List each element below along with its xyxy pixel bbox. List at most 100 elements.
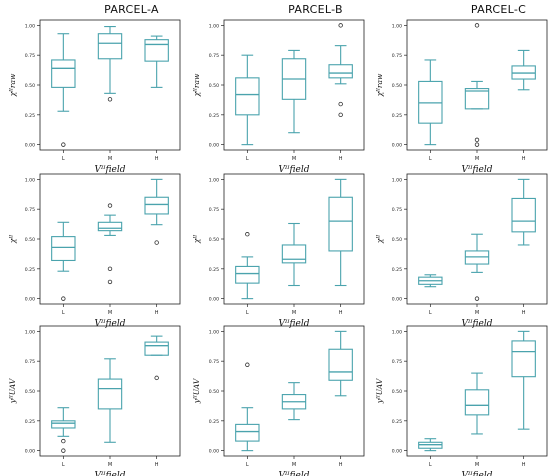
y-tick-label: 0.75	[392, 207, 402, 213]
x-tick-label: H	[522, 156, 526, 162]
x-tick-label: H	[155, 156, 159, 162]
y-tick-label: 0.00	[25, 449, 35, 455]
y-tick-label: 0.75	[25, 53, 35, 59]
x-tick-label: M	[108, 310, 112, 316]
y-tick-label: 0.50	[209, 237, 219, 243]
y-tick-label: 1.00	[392, 23, 402, 29]
x-tick-label: H	[522, 462, 526, 468]
box-iqr	[144, 196, 169, 215]
outlier-point	[107, 203, 113, 208]
x-tick-label: M	[292, 310, 296, 316]
y-axis-label: yᴵᴵUAV	[375, 377, 384, 404]
y-tick-label: 0.25	[209, 419, 219, 425]
plot-frame	[39, 173, 181, 305]
y-tick-label: 0.50	[25, 83, 35, 89]
y-tick-label: 1.00	[25, 329, 35, 335]
y-tick-label: 0.75	[209, 207, 219, 213]
box-iqr	[235, 265, 260, 284]
x-tick-label: H	[339, 462, 343, 468]
outlier-point	[107, 97, 113, 102]
outlier-point	[474, 137, 480, 143]
x-axis-label: Vᴵᴵfield	[279, 319, 310, 329]
y-tick-label: 0.25	[25, 113, 35, 119]
x-tick-label: L	[429, 310, 432, 316]
outlier-point	[154, 375, 159, 381]
y-tick-label: 0.75	[392, 359, 402, 365]
y-tick-label: 0.50	[392, 237, 402, 243]
x-tick-label: H	[339, 156, 343, 162]
y-tick-label: 0.25	[25, 419, 35, 425]
x-tick-label: H	[155, 310, 159, 316]
outlier-point	[61, 142, 66, 147]
x-tick-label: M	[108, 462, 112, 468]
box-iqr	[97, 221, 123, 232]
y-tick-label: 0.00	[392, 449, 402, 455]
box-iqr	[144, 341, 169, 356]
y-tick-label: 0.50	[25, 389, 35, 395]
plot-frame	[406, 325, 548, 457]
y-tick-label: 0.25	[392, 267, 402, 273]
x-tick-label: M	[475, 310, 479, 316]
box-iqr	[51, 236, 76, 262]
box-iqr	[97, 378, 123, 410]
y-tick-label: 0.00	[25, 143, 35, 149]
y-axis-label: χᴵᴵ	[375, 235, 384, 244]
outlier-point	[338, 112, 343, 118]
y-axis-label: χᴵᴵ	[192, 235, 201, 244]
x-tick-label: L	[62, 310, 65, 316]
y-tick-label: 0.75	[25, 207, 35, 213]
x-axis-label: Vᴵᴵfield	[95, 471, 126, 476]
y-tick-label: 0.25	[25, 267, 35, 273]
y-tick-label: 0.50	[209, 389, 219, 395]
outlier-point	[107, 266, 113, 272]
column-title-parcel-c: PARCEL-C	[470, 3, 527, 16]
outlier-point	[338, 23, 343, 28]
y-tick-label: 0.50	[392, 389, 402, 395]
x-axis-label: Vᴵᴵfield	[279, 471, 310, 476]
x-tick-label: L	[246, 462, 249, 468]
outlier-point	[474, 296, 480, 301]
outlier-point	[338, 101, 343, 107]
y-tick-label: 0.00	[209, 297, 219, 303]
y-tick-label: 1.00	[25, 23, 35, 29]
y-axis-label: yᴵᴵUAV	[8, 377, 17, 404]
column-title-parcel-b: PARCEL-B	[288, 3, 343, 16]
column-title-parcel-a: PARCEL-A	[104, 3, 159, 16]
outlier-point	[474, 142, 480, 147]
box-iqr	[328, 348, 353, 381]
x-tick-label: H	[522, 310, 526, 316]
outlier-point	[61, 296, 66, 301]
box-iqr	[281, 244, 307, 264]
x-tick-label: L	[246, 310, 249, 316]
outlier-point	[61, 448, 66, 453]
x-tick-label: M	[475, 156, 479, 162]
box-iqr	[235, 423, 260, 442]
y-tick-label: 1.00	[25, 177, 35, 183]
y-axis-label: χᴵᴵraw	[8, 73, 17, 97]
y-axis-label: χᴵᴵ	[8, 235, 17, 244]
y-tick-label: 1.00	[209, 23, 219, 29]
y-tick-label: 0.50	[209, 83, 219, 89]
x-axis-label: Vᴵᴵfield	[462, 165, 493, 175]
outlier-point	[245, 362, 250, 367]
y-tick-label: 1.00	[209, 329, 219, 335]
y-tick-label: 0.50	[392, 83, 402, 89]
box-iqr	[97, 33, 123, 60]
x-axis-label: Vᴵᴵfield	[462, 471, 493, 476]
y-tick-label: 0.00	[209, 143, 219, 149]
outlier-point	[245, 232, 250, 237]
x-tick-label: M	[292, 156, 296, 162]
outlier-point	[154, 240, 159, 245]
y-tick-label: 0.00	[392, 143, 402, 149]
box-iqr	[328, 196, 353, 252]
box-iqr	[328, 64, 353, 79]
x-axis-label: Vᴵᴵfield	[279, 165, 310, 175]
y-tick-label: 0.75	[209, 359, 219, 365]
y-tick-label: 0.75	[209, 53, 219, 59]
y-tick-label: 0.25	[209, 267, 219, 273]
y-axis-label: χᴵᴵraw	[375, 73, 384, 97]
outlier-point	[107, 279, 113, 285]
y-tick-label: 0.75	[392, 53, 402, 59]
box-iqr	[51, 420, 76, 429]
box-iqr	[144, 39, 169, 62]
